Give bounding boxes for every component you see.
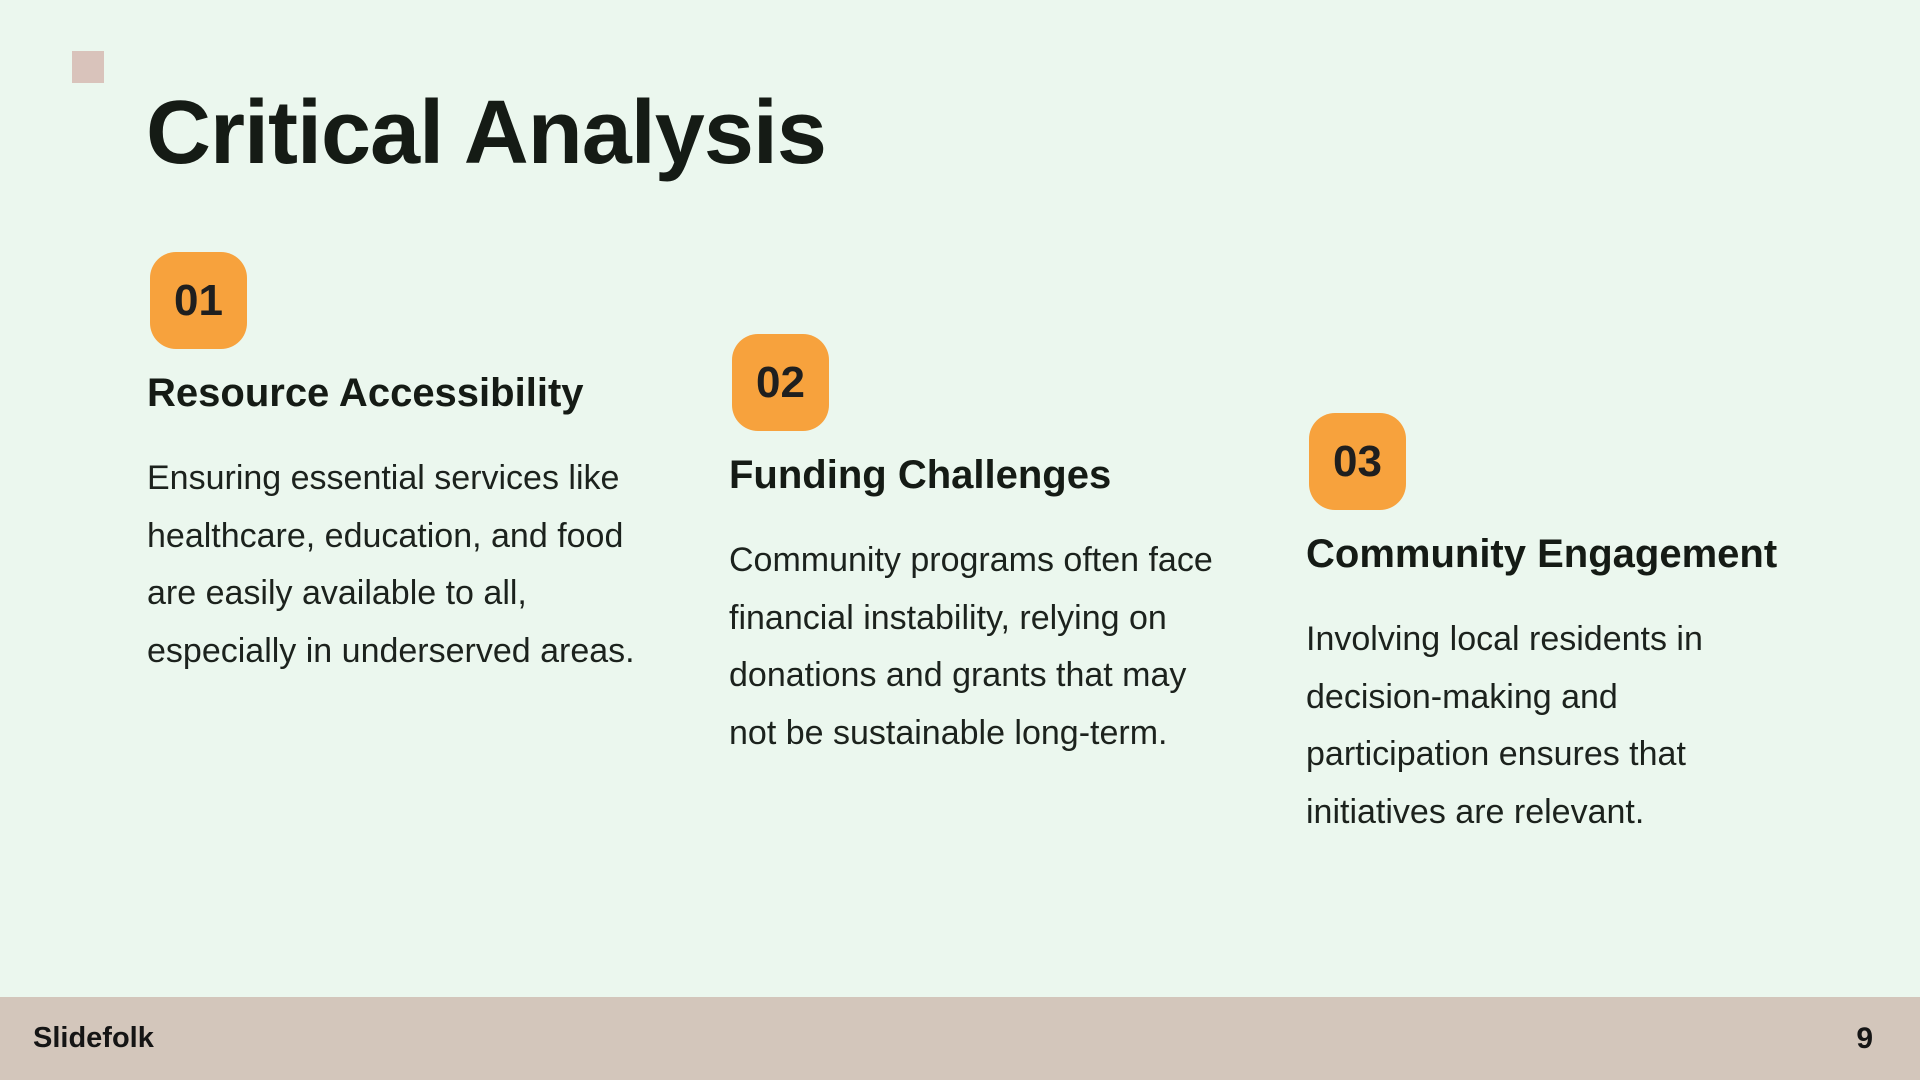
number-card-01: 01 bbox=[150, 252, 247, 349]
column-heading: Resource Accessibility bbox=[147, 371, 584, 415]
column-body: Community programs often face financial … bbox=[729, 532, 1213, 762]
number-card-03: 03 bbox=[1309, 413, 1406, 510]
body-line: Involving local residents in bbox=[1306, 620, 1703, 658]
column-community-engagement: 03 Community Engagement Involving local … bbox=[1306, 413, 1786, 841]
body-line: Ensuring essential services like bbox=[147, 459, 620, 497]
body-line: healthcare, education, and food bbox=[147, 516, 624, 555]
body-line: donations and grants that may bbox=[729, 656, 1187, 694]
number-label: 01 bbox=[174, 275, 223, 325]
column-heading: Community Engagement bbox=[1306, 532, 1778, 576]
column-heading: Funding Challenges bbox=[729, 453, 1112, 497]
column-funding-challenges: 02 Funding Challenges Community programs… bbox=[729, 334, 1213, 762]
column-body: Involving local residents in decision-ma… bbox=[1306, 611, 1786, 841]
column-resource-accessibility: 01 Resource Accessibility Ensuring essen… bbox=[147, 252, 635, 680]
page-title: Critical Analysis bbox=[146, 83, 827, 183]
page-number: 9 bbox=[1856, 1021, 1873, 1055]
body-line: initiatives are relevant. bbox=[1306, 792, 1645, 831]
footer-brand: Slidefolk bbox=[33, 1022, 154, 1054]
body-line: participation ensures that bbox=[1306, 735, 1686, 773]
body-line: not be sustainable long-term. bbox=[729, 713, 1168, 752]
body-line: especially in underserved areas. bbox=[147, 631, 635, 670]
body-line: are easily available to all, bbox=[147, 574, 527, 612]
number-label: 02 bbox=[756, 357, 805, 407]
body-line: decision-making and bbox=[1306, 677, 1618, 716]
footer-bar: Slidefolk 9 bbox=[0, 997, 1920, 1080]
column-body: Ensuring essential services like healthc… bbox=[147, 450, 635, 680]
number-label: 03 bbox=[1333, 436, 1382, 486]
body-line: financial instability, relying on bbox=[729, 598, 1167, 637]
decorative-square bbox=[72, 51, 104, 83]
number-card-02: 02 bbox=[732, 334, 829, 431]
body-line: Community programs often face bbox=[729, 541, 1213, 579]
